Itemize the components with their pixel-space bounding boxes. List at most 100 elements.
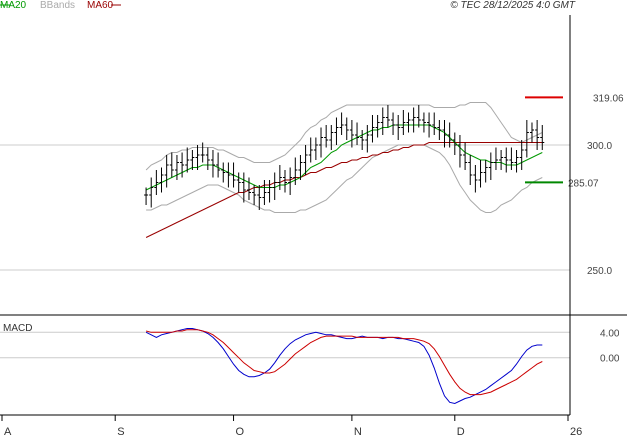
price-bar [540, 125, 545, 150]
price-bar [262, 180, 267, 205]
price-bar [457, 135, 462, 168]
price-bar [483, 160, 488, 183]
price-bar [396, 115, 401, 140]
support-label: 285.07 [568, 178, 599, 189]
price-bar [375, 115, 380, 138]
price-bar [159, 167, 164, 193]
price-bar [246, 177, 251, 200]
price-bar [432, 112, 437, 135]
price-bar [391, 112, 396, 135]
month-label: D [457, 426, 465, 438]
price-bar [334, 117, 339, 145]
price-bar [210, 150, 215, 178]
macd-tick-label: 0.00 [600, 354, 620, 365]
price-bar [221, 162, 226, 183]
price-bar [252, 185, 257, 205]
price-bar [205, 147, 210, 170]
price-bar [231, 162, 236, 188]
price-bar [519, 140, 524, 170]
price-bar [365, 125, 370, 153]
price-bar [416, 105, 421, 128]
price-bar [319, 127, 324, 158]
month-label: A [4, 426, 12, 438]
price-bar [200, 142, 205, 163]
price-bar [529, 122, 534, 143]
legend-bbands: BBands [40, 0, 75, 11]
bband-lower-line [146, 144, 543, 213]
macd-signal-line [145, 329, 543, 396]
macd-tick-label: 4.00 [600, 328, 620, 339]
price-bar [442, 120, 447, 148]
price-bar [447, 122, 452, 148]
price-bar [149, 177, 154, 208]
price-bar [169, 152, 174, 178]
month-label: 26 [570, 426, 582, 438]
price-bar [288, 167, 293, 195]
price-bar [427, 112, 432, 138]
month-label: N [354, 426, 362, 438]
price-bar [144, 187, 149, 205]
price-bar [195, 145, 200, 170]
price-bar [226, 162, 231, 188]
price-bar [524, 120, 529, 158]
month-label: S [117, 426, 124, 438]
price-bar [236, 172, 241, 193]
price-bar [385, 105, 390, 128]
axes: 250.0 300.0 4.00 0.00 A S O N D 26 [0, 15, 627, 438]
price-bar [339, 112, 344, 135]
price-bar [267, 180, 272, 203]
macd-lines [145, 328, 543, 405]
price-bar [504, 147, 509, 173]
price-bar [452, 132, 457, 155]
bollinger-bands [145, 102, 543, 213]
resistance-label: 319.06 [593, 93, 624, 104]
price-bar [360, 130, 365, 150]
grid [0, 144, 570, 359]
moving-averages [145, 124, 543, 238]
price-bar [514, 150, 519, 173]
price-bar [380, 107, 385, 135]
price-bar [303, 145, 308, 175]
price-levels: 319.06 285.07 [525, 93, 624, 189]
price-bar [190, 150, 195, 170]
price-tick-label: 250.0 [587, 266, 612, 277]
price-bar [509, 147, 514, 170]
price-bar [154, 170, 159, 195]
price-bar [298, 155, 303, 180]
price-bar [277, 165, 282, 190]
price-bar [401, 110, 406, 135]
price-bar [283, 170, 287, 193]
price-bar [313, 137, 318, 160]
price-bar [463, 142, 468, 170]
header: MA20 BBands MA60 © TEC 28/12/2025 4:0 GM… [0, 0, 576, 334]
legend-ma60: MA60 [87, 0, 114, 11]
legend-ma20: MA20 [0, 0, 27, 11]
price-bars [144, 105, 545, 210]
price-bar [473, 165, 478, 193]
price-bar [370, 115, 375, 143]
price-bar [185, 147, 190, 173]
price-bar [344, 117, 349, 140]
month-label: O [236, 426, 245, 438]
price-bar [355, 122, 360, 145]
price-bar [324, 125, 329, 148]
price-bar [535, 120, 540, 150]
ma20-line [145, 124, 543, 191]
price-bar [468, 155, 473, 185]
bband-upper-line [145, 102, 543, 171]
price-bar [164, 155, 169, 188]
macd-title: MACD [3, 323, 32, 334]
price-bar [293, 157, 298, 185]
price-bar [216, 152, 221, 178]
price-bar [478, 160, 483, 188]
price-bar [437, 120, 442, 140]
price-bar [241, 172, 246, 203]
price-bar [488, 152, 493, 180]
price-bar [421, 112, 426, 133]
price-bar [272, 172, 277, 200]
price-bar [174, 155, 179, 180]
price-bar [411, 107, 416, 133]
price-bar [406, 112, 411, 133]
